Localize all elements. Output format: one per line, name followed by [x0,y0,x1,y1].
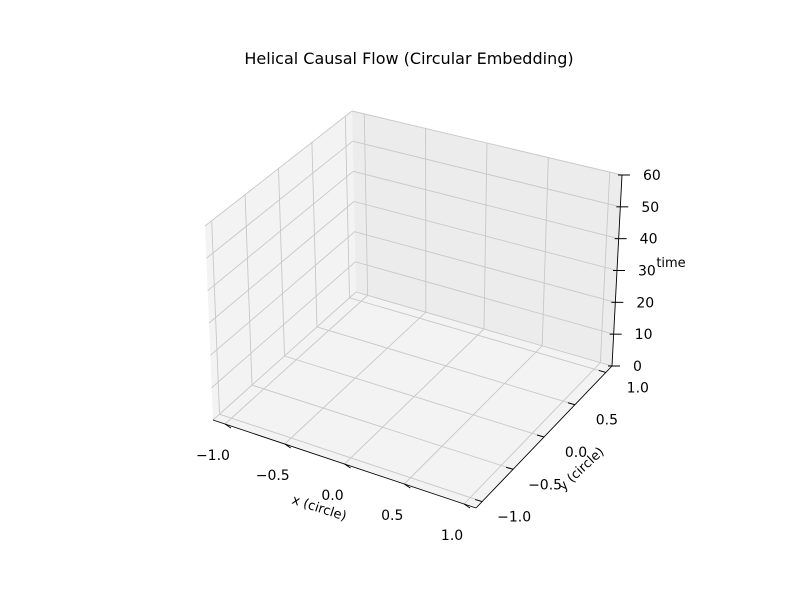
z-gridline-back [352,140,621,208]
y-tick-mark [536,434,545,438]
y-gridline-floor [316,326,576,406]
x-tick-label: 1.0 [441,528,463,544]
z-gridline-back [355,291,613,367]
tick-marks [224,174,630,509]
z-tick-label: 30 [638,264,656,280]
z-gridline-left [207,170,354,292]
x-tick-mark [284,443,292,449]
z-gridline-left [212,291,357,421]
y-tick-mark [475,499,483,503]
y-tick-mark [505,466,514,470]
z-gridline-left [208,201,355,324]
z-gridline-back [355,261,614,335]
x-tick-label: 0.0 [321,488,343,504]
gridlines [204,110,623,505]
y-tick-label: −0.5 [528,477,562,493]
x-tick-label: −0.5 [256,468,290,484]
z-gridline-left [211,261,356,389]
pane-back [352,111,622,366]
y-gridline-floor [349,297,606,373]
y-gridline-floor [251,384,514,470]
z-gridline-left [210,231,355,356]
chart-title: Helical Causal Flow (Circular Embedding) [244,49,573,68]
z-tick-label: 40 [640,232,658,248]
plot-3d-axes: −1.0−0.50.00.51.0−1.0−0.50.00.51.0010203… [196,110,661,544]
x-tick-mark [403,483,411,489]
z-gridline-back [351,110,623,176]
z-tick-label: 20 [636,295,654,311]
z-gridline-left [206,140,353,259]
y-gridline-floor [284,355,545,438]
x-tick-label: 0.5 [381,508,403,524]
y-tick-label: 0.0 [565,445,587,461]
tick-labels: −1.0−0.50.00.51.0−1.0−0.50.00.51.0010203… [196,168,661,544]
z-gridline-left [204,110,353,227]
y-gridline-floor [219,413,483,502]
y-tick-label: 1.0 [627,380,649,396]
z-gridline-back [353,201,618,271]
z-gridline-back [353,170,619,240]
pane-left [205,111,356,420]
x-tick-label: −1.0 [196,448,230,464]
z-axis-label: time [656,256,685,271]
z-tick-label: 0 [633,359,642,375]
z-tick-label: 50 [641,200,659,216]
y-tick-mark [598,369,606,373]
y-tick-mark [567,402,576,406]
x-tick-mark [224,423,232,429]
x-tick-mark [463,503,471,509]
z-tick-label: 60 [643,168,661,184]
z-tick-label: 10 [635,327,653,343]
y-tick-label: −1.0 [497,510,531,526]
z-gridline-back [354,231,616,303]
x-tick-mark [344,463,351,469]
y-tick-label: 0.5 [596,413,618,429]
